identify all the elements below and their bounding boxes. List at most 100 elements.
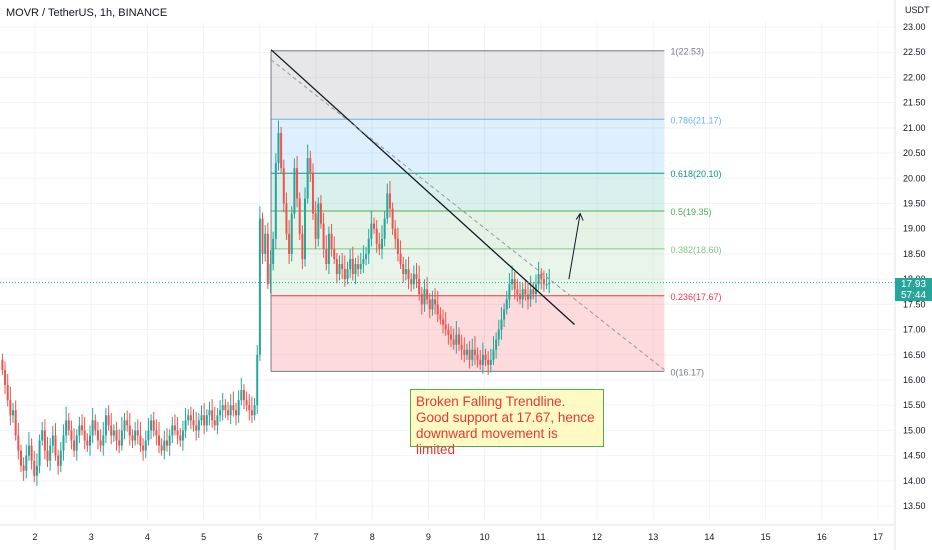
candle-body xyxy=(476,354,479,360)
time-tick-label: 6 xyxy=(257,532,262,542)
time-tick-label: 2 xyxy=(32,532,37,542)
candle-body xyxy=(158,435,161,446)
candle-body xyxy=(314,213,317,239)
candle-body xyxy=(35,465,38,476)
candle-body xyxy=(473,349,476,355)
candle-body xyxy=(25,455,28,471)
candle-body xyxy=(532,289,535,295)
candle-body xyxy=(110,425,113,436)
time-tick-label: 13 xyxy=(648,532,658,542)
candle-body xyxy=(362,258,365,265)
candle-body xyxy=(378,243,381,249)
candle-body xyxy=(6,385,9,401)
price-tick-label: 18.50 xyxy=(903,249,926,259)
price-tick-label: 16.00 xyxy=(903,375,926,385)
candle-body xyxy=(128,425,131,436)
candle-body xyxy=(383,218,386,239)
candle-body xyxy=(62,435,65,451)
candle-body xyxy=(333,248,336,259)
candle-body xyxy=(277,132,280,164)
candle-body xyxy=(126,420,129,426)
candle-body xyxy=(365,253,368,259)
candle-body xyxy=(418,279,421,295)
candle-body xyxy=(511,279,514,285)
candle-body xyxy=(86,440,89,446)
candle-body xyxy=(136,430,139,436)
candle-body xyxy=(293,168,296,214)
candle-body xyxy=(184,420,187,431)
candle-body xyxy=(91,420,94,436)
candle-body xyxy=(354,264,357,275)
candle-body xyxy=(343,269,346,280)
candle-body xyxy=(70,430,73,441)
candle-body xyxy=(94,420,97,431)
annotation-note[interactable]: Broken Falling Trendline. Good support a… xyxy=(410,389,604,457)
candle-body xyxy=(78,425,81,436)
candle-body xyxy=(9,400,12,416)
candle-body xyxy=(391,208,394,229)
price-tick-label: 22.00 xyxy=(903,72,926,82)
candle-body xyxy=(57,455,60,466)
candle-body xyxy=(349,258,352,270)
candle-body xyxy=(503,309,506,320)
time-tick-label: 9 xyxy=(426,532,431,542)
candle-body xyxy=(112,430,115,436)
price-tick-label: 15.50 xyxy=(903,400,926,410)
candle-body xyxy=(17,435,20,451)
price-tick-label: 21.00 xyxy=(903,123,926,133)
time-tick-label: 14 xyxy=(704,532,714,542)
candle-body xyxy=(200,415,203,421)
candle-body xyxy=(460,344,463,350)
candle-body xyxy=(447,329,450,335)
candle-body xyxy=(73,440,76,451)
candle-body xyxy=(468,349,471,360)
candle-body xyxy=(234,410,237,416)
candle-body xyxy=(487,359,490,365)
time-tick-label: 12 xyxy=(592,532,602,542)
candle-body xyxy=(43,430,46,451)
time-tick-label: 16 xyxy=(817,532,827,542)
candle-body xyxy=(46,450,49,461)
candle-body xyxy=(341,264,344,270)
candle-body xyxy=(75,435,78,451)
time-tick-label: 4 xyxy=(145,532,150,542)
candle-body xyxy=(420,294,423,305)
currency-label: USDT xyxy=(905,5,930,15)
candle-body xyxy=(248,405,251,411)
candle-body xyxy=(181,430,184,441)
candle-body xyxy=(51,435,54,446)
candle-body xyxy=(14,410,17,436)
price-tick-label: 19.50 xyxy=(903,198,926,208)
candle-body xyxy=(30,445,33,461)
candle-body xyxy=(423,289,426,305)
candle-body xyxy=(27,445,30,456)
candle-body xyxy=(139,435,142,446)
fib-level-label: 0.5(19.35) xyxy=(670,207,711,217)
candle-body xyxy=(359,264,362,270)
time-tick-label: 3 xyxy=(89,532,94,542)
candle-body xyxy=(524,289,527,295)
candle-countdown: 57:44 xyxy=(900,290,927,301)
price-tick-label: 16.50 xyxy=(903,350,926,360)
candle-body xyxy=(173,425,176,431)
candle-body xyxy=(19,450,22,466)
up-arrow-line xyxy=(568,213,581,280)
last-price-value: 17.93 xyxy=(900,279,927,290)
candle-body xyxy=(134,430,137,441)
candle-body xyxy=(450,334,453,340)
price-axis: USDT 13.50 14.00 14.50 15.00 15.50 16.00 16.50 1… xyxy=(894,0,930,550)
candle-body xyxy=(396,238,399,254)
candle-body xyxy=(399,253,402,265)
candle-body xyxy=(489,359,492,365)
candle-body xyxy=(325,248,328,265)
candle-body xyxy=(266,233,269,285)
candle-body xyxy=(529,289,532,300)
candle-body xyxy=(59,450,62,466)
candle-body xyxy=(319,203,322,224)
candle-body xyxy=(12,410,15,416)
candle-body xyxy=(261,218,264,254)
fib-band xyxy=(271,211,665,249)
up-arrow-head xyxy=(575,212,584,221)
candle-body xyxy=(481,354,484,365)
